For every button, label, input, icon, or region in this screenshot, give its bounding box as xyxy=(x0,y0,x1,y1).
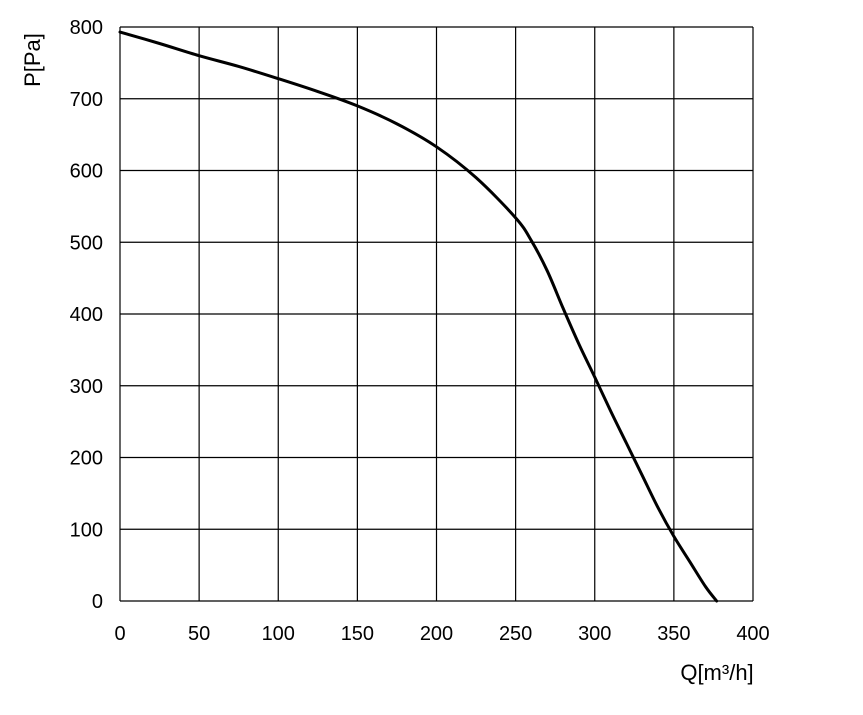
y-axis-label: P[Pa] xyxy=(20,33,45,87)
x-tick-label: 300 xyxy=(578,623,611,645)
series xyxy=(118,30,719,603)
x-tick-label: 250 xyxy=(499,623,532,645)
grid xyxy=(119,26,754,602)
y-tick-label: 300 xyxy=(70,376,103,398)
y-tick-label: 0 xyxy=(92,591,103,613)
x-tick-label: 400 xyxy=(736,623,769,645)
series-line-0 xyxy=(118,30,719,603)
y-tick-label: 800 xyxy=(70,17,103,39)
x-tick-label: 100 xyxy=(262,623,295,645)
y-tick-label: 200 xyxy=(70,448,103,470)
x-tick-label: 0 xyxy=(114,623,125,645)
x-tick-label: 50 xyxy=(188,623,210,645)
x-axis-ticks: 0 50 100 150 200 250 300 350 400 xyxy=(114,623,769,645)
x-tick-label: 350 xyxy=(657,623,690,645)
x-tick-label: 150 xyxy=(341,623,374,645)
x-axis-label: Q[m³/h] xyxy=(680,660,753,685)
y-tick-label: 400 xyxy=(70,304,103,326)
y-tick-label: 100 xyxy=(70,519,103,541)
y-tick-label: 700 xyxy=(70,89,103,111)
y-axis-ticks: 0 100 200 300 400 500 600 700 800 xyxy=(70,17,103,613)
y-tick-label: 600 xyxy=(70,161,103,183)
y-tick-label: 500 xyxy=(70,232,103,254)
x-tick-label: 200 xyxy=(420,623,453,645)
